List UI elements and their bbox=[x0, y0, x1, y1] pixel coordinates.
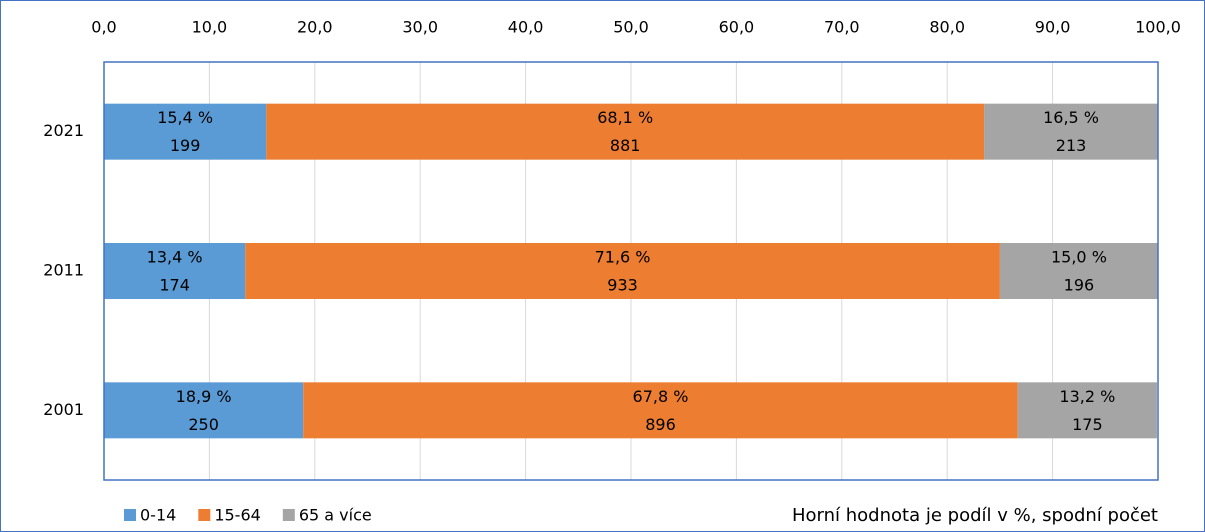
bar-segment bbox=[245, 243, 1000, 299]
y-tick-label: 2001 bbox=[43, 400, 84, 419]
data-label: 67,8 % bbox=[633, 387, 689, 406]
legend-swatch bbox=[198, 509, 211, 521]
count-label: 213 bbox=[1056, 136, 1087, 155]
x-tick-label: 80,0 bbox=[929, 18, 965, 37]
data-label: 15,0 % bbox=[1051, 248, 1107, 267]
bar-segment bbox=[1017, 382, 1157, 439]
x-tick-label: 20,0 bbox=[297, 18, 333, 37]
x-tick-label: 100,0 bbox=[1135, 18, 1181, 37]
legend-label: 65 a více bbox=[299, 506, 372, 525]
x-tick-label: 50,0 bbox=[613, 18, 649, 37]
data-label: 18,9 % bbox=[176, 387, 232, 406]
x-tick-label: 0,0 bbox=[91, 18, 116, 37]
legend-swatch bbox=[282, 509, 295, 521]
bar-segment bbox=[104, 243, 246, 299]
data-label: 71,6 % bbox=[595, 248, 651, 267]
x-tick-label: 60,0 bbox=[719, 18, 755, 37]
x-tick-label: 30,0 bbox=[402, 18, 438, 37]
bar-segment bbox=[984, 103, 1158, 160]
annotation: Horní hodnota je podíl v %, spodní počet bbox=[792, 505, 1158, 526]
bar-segment bbox=[104, 103, 267, 160]
data-label: 15,4 % bbox=[157, 108, 213, 127]
count-label: 933 bbox=[607, 276, 638, 295]
bar-segment bbox=[303, 382, 1018, 439]
data-label: 13,2 % bbox=[1059, 387, 1115, 406]
x-tick-label: 90,0 bbox=[1035, 18, 1071, 37]
count-label: 896 bbox=[645, 415, 676, 434]
count-label: 250 bbox=[188, 415, 219, 434]
legend-label: 15-64 bbox=[214, 506, 261, 525]
count-label: 175 bbox=[1072, 415, 1103, 434]
x-tick-label: 40,0 bbox=[508, 18, 544, 37]
count-label: 174 bbox=[159, 276, 190, 295]
plot-border bbox=[103, 61, 1159, 481]
count-label: 196 bbox=[1064, 276, 1095, 295]
legend-swatch bbox=[124, 509, 136, 521]
y-tick-label: 2011 bbox=[43, 261, 84, 280]
data-label: 68,1 % bbox=[597, 108, 653, 127]
data-label: 13,4 % bbox=[147, 248, 203, 267]
x-tick-label: 10,0 bbox=[192, 18, 228, 37]
bar-segment bbox=[266, 103, 985, 160]
count-label: 199 bbox=[170, 136, 201, 155]
x-tick-label: 70,0 bbox=[824, 18, 860, 37]
bar-segment bbox=[999, 243, 1158, 299]
y-tick-label: 2021 bbox=[43, 121, 84, 140]
legend-label: 0-14 bbox=[140, 506, 176, 525]
bar-segment bbox=[104, 382, 304, 439]
count-label: 881 bbox=[610, 136, 641, 155]
data-label: 16,5 % bbox=[1043, 108, 1099, 127]
